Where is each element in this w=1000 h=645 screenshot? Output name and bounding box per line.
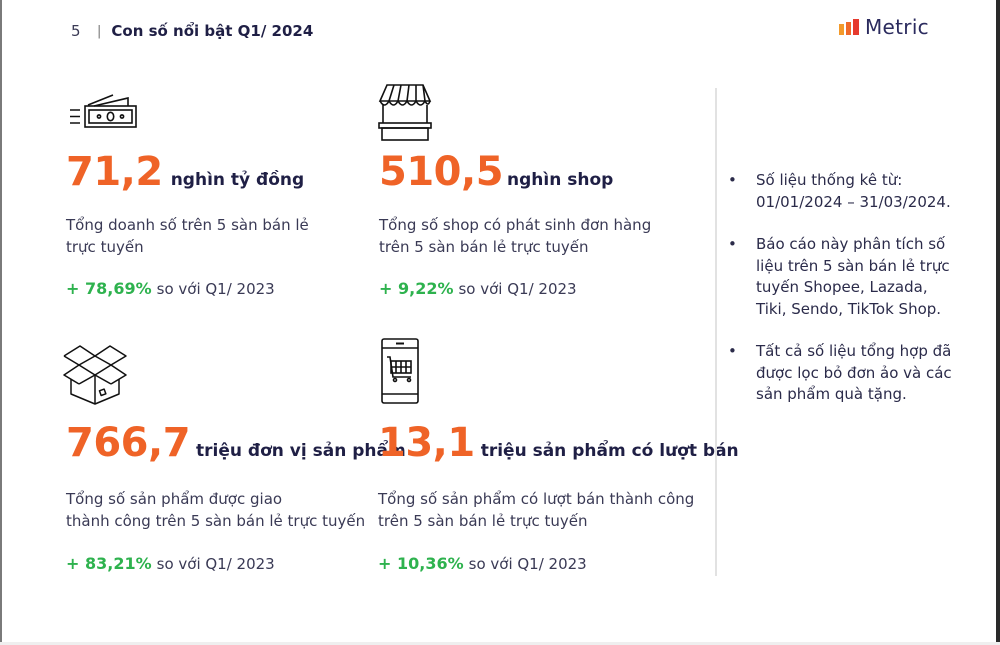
bullet-icon: • xyxy=(728,342,737,360)
metric-description: Tổng số sản phẩm có lượt bán thành công … xyxy=(378,490,695,530)
growth-percent: + 9,22% xyxy=(379,279,454,298)
money-icon xyxy=(70,94,137,128)
logo-text: Metric xyxy=(865,15,929,39)
growth-comparison: so với Q1/ 2023 xyxy=(458,280,577,298)
metric-description: Tổng số sản phẩm được giao thành công tr… xyxy=(66,490,366,530)
growth-percent: + 10,36% xyxy=(378,554,464,573)
metric-unit: triệu đơn vị sản phẩm xyxy=(196,441,406,461)
vertical-divider xyxy=(715,88,717,576)
metric-growth: + 10,36% so với Q1/ 2023 xyxy=(378,554,587,573)
metric-growth: + 83,21% so với Q1/ 2023 xyxy=(66,554,275,573)
growth-comparison: so với Q1/ 2023 xyxy=(156,280,275,298)
metric-logo: Metric xyxy=(839,15,929,39)
metric-growth: + 78,69% so với Q1/ 2023 xyxy=(66,279,275,298)
metric-value: 510,5 xyxy=(379,149,504,195)
bullet-icon: • xyxy=(728,171,737,189)
note-item: • Số liệu thống kê từ: 01/01/2024 – 31/0… xyxy=(728,171,951,211)
bar-chart-logo-icon xyxy=(839,19,859,35)
metric-value: 71,2 xyxy=(66,149,163,195)
metric-description: Tổng doanh số trên 5 sàn bán lẻ trực tuy… xyxy=(66,216,309,256)
storefront-icon xyxy=(378,84,432,141)
note-item: • Tất cả số liệu tổng hợp đã được lọc bỏ… xyxy=(728,342,952,403)
page-bottom-edge xyxy=(0,642,1000,645)
growth-comparison: so với Q1/ 2023 xyxy=(156,555,275,573)
slide-header: 5 | Con số nổi bật Q1/ 2024 xyxy=(71,20,313,42)
metric-products-delivered: 766,7 triệu đơn vị sản phẩm Tổng số sản … xyxy=(63,345,406,585)
metric-value: 13,1 xyxy=(378,420,475,466)
metric-shops: 510,5 nghìn shop Tổng số shop có phát si… xyxy=(378,84,709,315)
metric-description: Tổng số shop có phát sinh đơn hàng trên … xyxy=(379,216,652,256)
open-box-icon xyxy=(63,345,127,405)
growth-percent: + 78,69% xyxy=(66,279,152,298)
metric-value: 766,7 xyxy=(66,420,191,466)
notes-list: • Số liệu thống kê từ: 01/01/2024 – 31/0… xyxy=(728,170,988,427)
bullet-icon: • xyxy=(728,235,737,253)
metric-unit: nghìn shop xyxy=(507,170,614,190)
growth-percent: + 83,21% xyxy=(66,554,152,573)
page-title: Con số nổi bật Q1/ 2024 xyxy=(111,22,314,40)
page-number: 5 xyxy=(71,22,81,40)
header-separator: | xyxy=(97,23,102,39)
metric-unit: nghìn tỷ đồng xyxy=(170,170,305,190)
growth-comparison: so với Q1/ 2023 xyxy=(468,555,587,573)
page-left-edge xyxy=(0,0,2,645)
note-item: • Báo cáo này phân tích số liệu trên 5 s… xyxy=(728,235,950,318)
metric-unit: triệu sản phẩm có lượt bán xyxy=(480,441,739,461)
phone-cart-icon xyxy=(381,338,419,404)
page-right-edge xyxy=(996,0,1000,645)
metric-products-with-sales: 13,1 triệu sản phẩm có lượt bán Tổng số … xyxy=(378,338,739,585)
metric-growth: + 9,22% so với Q1/ 2023 xyxy=(379,279,577,298)
metric-revenue: 71,2 nghìn tỷ đồng Tổng doanh số trên 5 … xyxy=(66,85,366,315)
